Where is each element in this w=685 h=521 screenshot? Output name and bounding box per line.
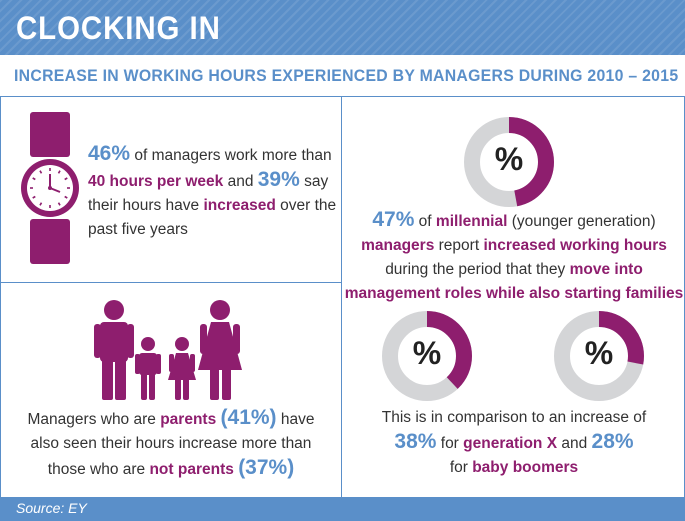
wristwatch-icon [21,112,79,264]
generations-stat-text: This is in comparison to an increase of … [381,409,647,476]
stat-28-percent: 28% [591,430,634,453]
stat-37-percent: (37%) [238,456,295,479]
family-stat-text: Managers who are parents (41%) have also… [27,406,315,479]
footer-bar: Source: EY [0,497,685,521]
page-title: CLOCKING IN [16,10,221,46]
boomers-donut-symbol: % [584,335,614,371]
source-credit: Source: EY [16,500,87,516]
genx-donut [382,311,472,401]
stat-47-percent: 47% [372,208,415,231]
stat-41-percent: (41%) [220,406,277,429]
watch-stat-text: 46% of managers work more than 40 hours … [88,142,337,238]
divider-vertical [341,96,342,497]
millennial-donut-arc [464,117,554,207]
genx-donut-arc [382,311,472,401]
family-icon [94,300,242,400]
divider-top [0,96,685,97]
header-banner: CLOCKING IN [0,0,685,55]
infographic-subtitle: INCREASE IN WORKING HOURS EXPERIENCED BY… [14,66,679,85]
millennial-donut [464,117,554,207]
stat-38-percent: 38% [394,430,437,453]
millennial-stat-text: 47% of millennial (younger generation) m… [344,208,684,302]
divider-left-horizontal [0,282,342,283]
stat-39-percent: 39% [257,168,300,191]
stat-46-percent: 46% [88,142,131,165]
genx-donut-symbol: % [412,335,442,371]
millennial-donut-symbol: % [494,141,524,177]
border-left [0,96,1,497]
boomers-donut [554,311,644,401]
boomers-donut-arc [554,311,644,401]
